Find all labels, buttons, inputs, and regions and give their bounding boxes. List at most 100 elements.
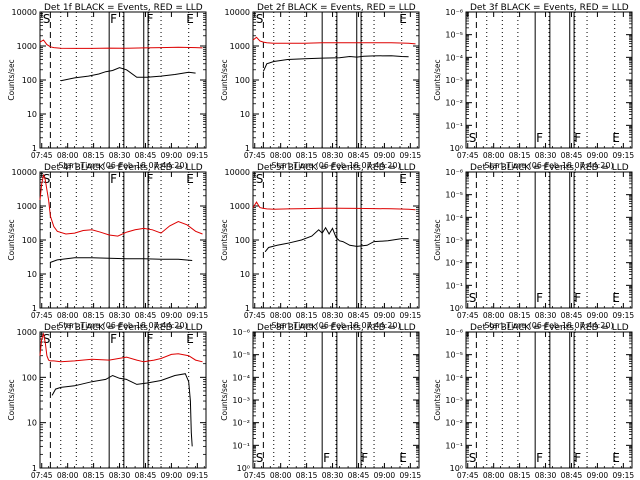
x-tick-label: 08:00 xyxy=(57,471,79,480)
x-tick-label: 09:15 xyxy=(187,471,209,480)
y-tick-label: 10000 xyxy=(12,8,37,17)
flag-E: E xyxy=(186,12,194,26)
x-tick-label: 08:00 xyxy=(483,471,505,480)
y-axis-label: Counts/sec xyxy=(433,59,442,100)
y-axis-label: Counts/sec xyxy=(7,219,16,260)
y-tick-label: 10 xyxy=(27,419,37,428)
y-axis-label: Counts/sec xyxy=(220,379,229,420)
flag-F: F xyxy=(536,291,543,305)
y-tick-label: 10⁻³ xyxy=(445,236,463,245)
panel-title: Det 4f BLACK = Events, RED = LLD xyxy=(44,163,203,173)
series-events-line xyxy=(264,226,409,253)
x-tick-label: 08:15 xyxy=(296,311,318,320)
y-tick-label: 10⁻⁴ xyxy=(232,373,250,382)
y-tick-label: 10⁻⁴ xyxy=(445,373,463,382)
x-tick-label: 07:45 xyxy=(244,311,266,320)
x-tick-label: 08:00 xyxy=(483,311,505,320)
flag-F: F xyxy=(110,332,117,346)
x-tick-label: 08:45 xyxy=(348,471,370,480)
panel-title: Det 3f BLACK = Events, RED = LLD xyxy=(470,3,629,13)
y-tick-label: 10000 xyxy=(12,168,37,177)
y-tick-label: 10⁻³ xyxy=(445,76,463,85)
series-lld-line xyxy=(252,201,416,211)
flag-F: F xyxy=(361,451,368,465)
y-tick-label: 1000 xyxy=(17,42,37,51)
y-tick-label: 10⁻⁶ xyxy=(232,328,250,337)
flag-E: E xyxy=(612,131,620,145)
y-tick-label: 10⁻⁵ xyxy=(445,191,463,200)
flag-S: S xyxy=(43,12,51,26)
panel-title: Det 8f BLACK = Events, RED = LLD xyxy=(257,323,416,333)
y-tick-label: 10⁻⁶ xyxy=(445,328,463,337)
y-tick-label: 10⁻³ xyxy=(232,396,250,405)
y-axis-label: Counts/sec xyxy=(220,219,229,260)
x-tick-label: 08:00 xyxy=(483,151,505,160)
x-tick-label: 09:15 xyxy=(613,471,635,480)
flag-S: S xyxy=(256,172,264,186)
x-axis-label: Start Time (06-Feb-18 07:44:20) xyxy=(271,321,400,330)
y-axis-label: Counts/sec xyxy=(220,59,229,100)
flag-F: F xyxy=(536,451,543,465)
y-tick-label: 1 xyxy=(32,144,37,153)
flag-E: E xyxy=(399,12,407,26)
series-events-line xyxy=(50,257,193,263)
x-tick-label: 09:00 xyxy=(587,151,609,160)
x-tick-label: 08:00 xyxy=(270,471,292,480)
y-tick-label: 1000 xyxy=(17,202,37,211)
y-tick-label: 10⁻⁴ xyxy=(445,213,463,222)
y-tick-label: 10⁻⁶ xyxy=(445,8,463,17)
panel-det-6: Det 6f BLACK = Events, RED = LLD 10⁰ 10⁻¹ 1… xyxy=(433,163,634,330)
y-tick-label: 10⁻² xyxy=(445,419,463,428)
flag-E: E xyxy=(399,451,407,465)
x-tick-label: 09:00 xyxy=(374,471,396,480)
flag-S: S xyxy=(469,291,477,305)
series-events-line xyxy=(262,55,409,72)
x-tick-label: 08:15 xyxy=(83,151,105,160)
flag-F: F xyxy=(536,131,543,145)
x-tick-label: 08:00 xyxy=(57,151,79,160)
x-tick-label: 08:15 xyxy=(83,471,105,480)
x-tick-label: 08:30 xyxy=(535,471,557,480)
x-tick-label: 08:00 xyxy=(57,311,79,320)
y-tick-label: 10⁻¹ xyxy=(445,281,463,290)
y-tick-label: 1000 xyxy=(17,328,37,337)
y-tick-label: 1000 xyxy=(230,202,250,211)
x-tick-label: 08:15 xyxy=(83,311,105,320)
panel-det-9: Det 9f BLACK = Events, RED = LLD 10⁰ 10⁻¹ 1… xyxy=(433,323,634,480)
x-tick-label: 07:45 xyxy=(31,311,53,320)
x-tick-label: 09:00 xyxy=(374,311,396,320)
x-tick-label: 08:15 xyxy=(509,151,531,160)
x-tick-label: 08:45 xyxy=(561,311,583,320)
x-axis-label: Start Time (06-Feb-18 07:44:20) xyxy=(484,321,613,330)
y-tick-label: 10⁻⁶ xyxy=(445,168,463,177)
y-tick-label: 1000 xyxy=(230,42,250,51)
panel-det-3: Det 3f BLACK = Events, RED = LLD 10⁰ 10⁻¹ 1… xyxy=(433,3,634,170)
flag-F: F xyxy=(574,451,581,465)
y-tick-label: 10⁻⁵ xyxy=(445,351,463,360)
series-lld-line xyxy=(252,36,416,45)
y-tick-label: 10⁻¹ xyxy=(232,441,250,450)
x-tick-label: 09:15 xyxy=(400,151,422,160)
y-axis-label: Counts/sec xyxy=(433,379,442,420)
x-tick-label: 08:30 xyxy=(322,471,344,480)
panel-title: Det 6f BLACK = Events, RED = LLD xyxy=(470,163,629,173)
y-tick-label: 10⁻⁴ xyxy=(445,53,463,62)
y-tick-label: 100 xyxy=(235,236,250,245)
x-tick-label: 08:15 xyxy=(296,471,318,480)
y-axis-label: Counts/sec xyxy=(433,219,442,260)
panel-title: Det 9f BLACK = Events, RED = LLD xyxy=(470,323,629,333)
y-tick-label: 10000 xyxy=(225,168,250,177)
y-tick-label: 10⁻² xyxy=(445,99,463,108)
x-tick-label: 08:30 xyxy=(322,311,344,320)
y-tick-label: 10⁻¹ xyxy=(445,441,463,450)
series-lld-line xyxy=(39,332,203,363)
x-tick-label: 08:45 xyxy=(561,151,583,160)
flag-F: F xyxy=(574,291,581,305)
y-tick-label: 100 xyxy=(22,76,37,85)
y-axis-label: Counts/sec xyxy=(7,59,16,100)
y-tick-label: 10⁻² xyxy=(445,259,463,268)
flag-F: F xyxy=(110,12,117,26)
y-tick-label: 10⁻⁵ xyxy=(232,351,250,360)
y-tick-label: 100 xyxy=(22,236,37,245)
